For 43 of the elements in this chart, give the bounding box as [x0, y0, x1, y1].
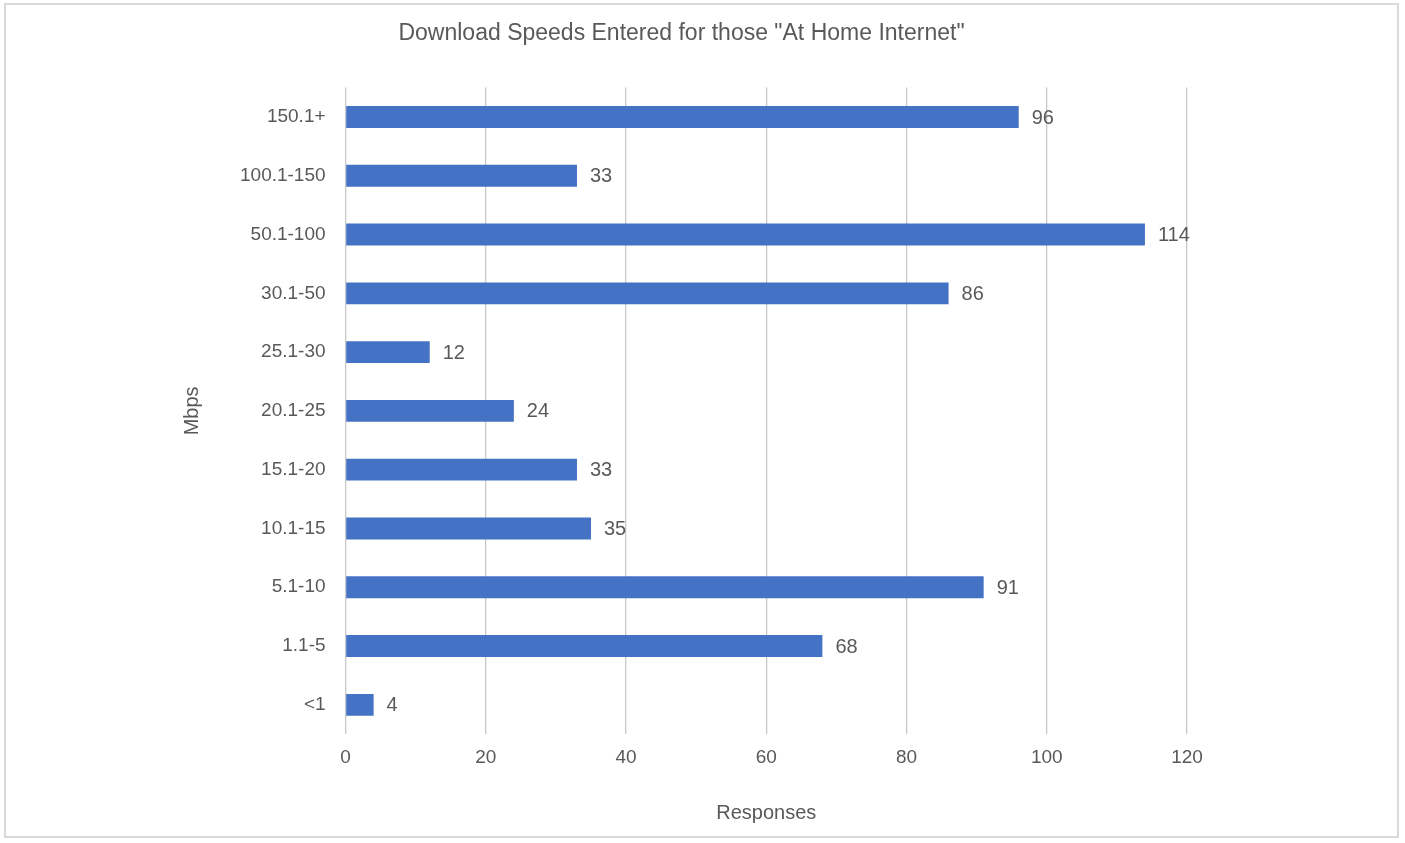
- data-label: 68: [835, 634, 858, 657]
- bar: [346, 693, 374, 716]
- bar: [346, 106, 1019, 128]
- y-tick-label: 15.1-20: [261, 457, 326, 479]
- x-tick-label: 60: [755, 745, 777, 767]
- y-tick-label: 30.1-50: [261, 281, 326, 303]
- bar: [346, 164, 577, 187]
- y-tick-label: 25.1-30: [261, 340, 326, 362]
- bar: [346, 517, 591, 540]
- bar: [346, 282, 949, 305]
- y-tick-label: 20.1-25: [261, 399, 326, 421]
- data-label: 4: [386, 693, 398, 716]
- y-tick-label: 100.1-150: [240, 164, 326, 186]
- x-tick-label: 120: [1171, 745, 1203, 767]
- x-tick-label: 100: [1030, 745, 1063, 767]
- y-tick-label: 50.1-100: [250, 222, 326, 244]
- y-tick-label: 150.1+: [266, 105, 326, 127]
- y-tick-label: 1.1-5: [282, 634, 326, 656]
- x-tick-label: 80: [895, 745, 918, 767]
- data-label: 12: [442, 340, 465, 363]
- data-label: 35: [603, 516, 627, 539]
- bar: [346, 458, 577, 481]
- data-label: 33: [589, 458, 613, 481]
- x-tick-label: 20: [475, 745, 497, 767]
- data-label: 86: [961, 281, 984, 304]
- x-tick-label: 40: [615, 745, 637, 767]
- bar: [346, 399, 514, 422]
- y-tick-label: 10.1-15: [261, 516, 326, 538]
- bar: [346, 576, 984, 599]
- data-label: 91: [996, 575, 1019, 598]
- data-label: 33: [589, 164, 613, 187]
- data-label: 24: [526, 399, 550, 422]
- bar: [346, 223, 1145, 246]
- data-label: 96: [1031, 105, 1054, 128]
- x-tick-label: 0: [340, 745, 351, 767]
- y-tick-label: <1: [303, 693, 326, 715]
- data-label: 114: [1157, 223, 1190, 246]
- y-axis-title: Mbps: [179, 386, 202, 436]
- bar: [346, 341, 430, 364]
- y-tick-label: 5.1-10: [271, 575, 326, 597]
- bar: [346, 635, 823, 657]
- x-axis-title: Responses: [716, 800, 817, 823]
- chart-title: Download Speeds Entered for those "At Home Internet": [398, 19, 965, 46]
